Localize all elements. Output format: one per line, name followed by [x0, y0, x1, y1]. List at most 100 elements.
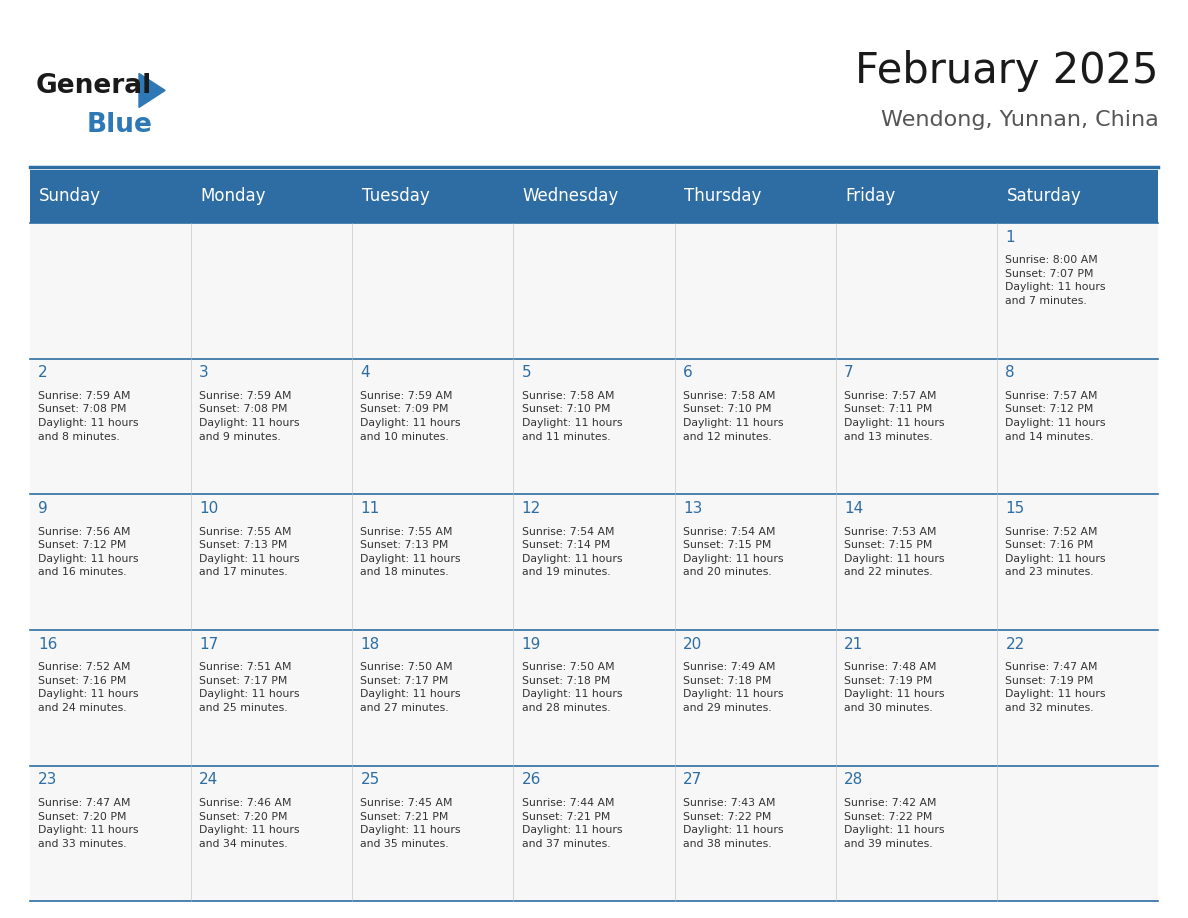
Bar — [191, 223, 352, 359]
Text: Sunrise: 7:52 AM
Sunset: 7:16 PM
Daylight: 11 hours
and 23 minutes.: Sunrise: 7:52 AM Sunset: 7:16 PM Dayligh… — [1005, 527, 1106, 577]
Text: Sunrise: 7:45 AM
Sunset: 7:21 PM
Daylight: 11 hours
and 35 minutes.: Sunrise: 7:45 AM Sunset: 7:21 PM Dayligh… — [360, 798, 461, 849]
Bar — [997, 359, 1158, 495]
Text: 10: 10 — [200, 501, 219, 516]
Bar — [997, 630, 1158, 766]
Text: Sunrise: 7:55 AM
Sunset: 7:13 PM
Daylight: 11 hours
and 17 minutes.: Sunrise: 7:55 AM Sunset: 7:13 PM Dayligh… — [200, 527, 299, 577]
Bar — [513, 766, 675, 901]
Bar — [675, 223, 836, 359]
Text: 8: 8 — [1005, 365, 1015, 380]
Text: 23: 23 — [38, 772, 57, 788]
Text: General: General — [36, 73, 152, 99]
Text: Sunrise: 7:47 AM
Sunset: 7:19 PM
Daylight: 11 hours
and 32 minutes.: Sunrise: 7:47 AM Sunset: 7:19 PM Dayligh… — [1005, 662, 1106, 713]
Text: Sunrise: 7:43 AM
Sunset: 7:22 PM
Daylight: 11 hours
and 38 minutes.: Sunrise: 7:43 AM Sunset: 7:22 PM Dayligh… — [683, 798, 783, 849]
Bar — [191, 495, 352, 630]
Bar — [513, 359, 675, 495]
Text: 6: 6 — [683, 365, 693, 380]
Text: Sunrise: 7:49 AM
Sunset: 7:18 PM
Daylight: 11 hours
and 29 minutes.: Sunrise: 7:49 AM Sunset: 7:18 PM Dayligh… — [683, 662, 783, 713]
Bar — [30, 495, 191, 630]
Text: Sunrise: 7:42 AM
Sunset: 7:22 PM
Daylight: 11 hours
and 39 minutes.: Sunrise: 7:42 AM Sunset: 7:22 PM Dayligh… — [845, 798, 944, 849]
Text: Friday: Friday — [846, 187, 896, 206]
Text: Sunrise: 8:00 AM
Sunset: 7:07 PM
Daylight: 11 hours
and 7 minutes.: Sunrise: 8:00 AM Sunset: 7:07 PM Dayligh… — [1005, 255, 1106, 306]
Text: Sunrise: 7:59 AM
Sunset: 7:08 PM
Daylight: 11 hours
and 9 minutes.: Sunrise: 7:59 AM Sunset: 7:08 PM Dayligh… — [200, 391, 299, 442]
Bar — [997, 223, 1158, 359]
Text: February 2025: February 2025 — [855, 50, 1158, 93]
Bar — [675, 766, 836, 901]
Bar — [675, 359, 836, 495]
Bar — [675, 495, 836, 630]
Text: 15: 15 — [1005, 501, 1024, 516]
Text: 18: 18 — [360, 636, 380, 652]
Text: 12: 12 — [522, 501, 541, 516]
Bar — [191, 630, 352, 766]
Text: Blue: Blue — [87, 112, 152, 138]
Bar — [675, 630, 836, 766]
Text: Sunrise: 7:52 AM
Sunset: 7:16 PM
Daylight: 11 hours
and 24 minutes.: Sunrise: 7:52 AM Sunset: 7:16 PM Dayligh… — [38, 662, 139, 713]
Bar — [513, 223, 675, 359]
Bar — [513, 495, 675, 630]
Bar — [997, 495, 1158, 630]
Text: Sunrise: 7:47 AM
Sunset: 7:20 PM
Daylight: 11 hours
and 33 minutes.: Sunrise: 7:47 AM Sunset: 7:20 PM Dayligh… — [38, 798, 139, 849]
Text: Sunrise: 7:54 AM
Sunset: 7:14 PM
Daylight: 11 hours
and 19 minutes.: Sunrise: 7:54 AM Sunset: 7:14 PM Dayligh… — [522, 527, 623, 577]
Text: Thursday: Thursday — [684, 187, 762, 206]
Text: 19: 19 — [522, 636, 541, 652]
Text: Sunrise: 7:53 AM
Sunset: 7:15 PM
Daylight: 11 hours
and 22 minutes.: Sunrise: 7:53 AM Sunset: 7:15 PM Dayligh… — [845, 527, 944, 577]
Text: Sunrise: 7:56 AM
Sunset: 7:12 PM
Daylight: 11 hours
and 16 minutes.: Sunrise: 7:56 AM Sunset: 7:12 PM Dayligh… — [38, 527, 139, 577]
Text: Sunrise: 7:48 AM
Sunset: 7:19 PM
Daylight: 11 hours
and 30 minutes.: Sunrise: 7:48 AM Sunset: 7:19 PM Dayligh… — [845, 662, 944, 713]
Bar — [352, 766, 513, 901]
Bar — [30, 359, 191, 495]
Text: 20: 20 — [683, 636, 702, 652]
Text: Sunrise: 7:50 AM
Sunset: 7:17 PM
Daylight: 11 hours
and 27 minutes.: Sunrise: 7:50 AM Sunset: 7:17 PM Dayligh… — [360, 662, 461, 713]
Bar — [513, 630, 675, 766]
Bar — [352, 223, 513, 359]
Text: Tuesday: Tuesday — [361, 187, 429, 206]
Bar — [836, 766, 997, 901]
Text: 28: 28 — [845, 772, 864, 788]
Text: Sunrise: 7:44 AM
Sunset: 7:21 PM
Daylight: 11 hours
and 37 minutes.: Sunrise: 7:44 AM Sunset: 7:21 PM Dayligh… — [522, 798, 623, 849]
Text: 22: 22 — [1005, 636, 1024, 652]
Text: Sunrise: 7:58 AM
Sunset: 7:10 PM
Daylight: 11 hours
and 12 minutes.: Sunrise: 7:58 AM Sunset: 7:10 PM Dayligh… — [683, 391, 783, 442]
Bar — [191, 766, 352, 901]
Text: Sunrise: 7:57 AM
Sunset: 7:11 PM
Daylight: 11 hours
and 13 minutes.: Sunrise: 7:57 AM Sunset: 7:11 PM Dayligh… — [845, 391, 944, 442]
Text: 2: 2 — [38, 365, 48, 380]
Text: Sunrise: 7:55 AM
Sunset: 7:13 PM
Daylight: 11 hours
and 18 minutes.: Sunrise: 7:55 AM Sunset: 7:13 PM Dayligh… — [360, 527, 461, 577]
Bar — [836, 495, 997, 630]
Bar — [836, 630, 997, 766]
Text: Sunrise: 7:58 AM
Sunset: 7:10 PM
Daylight: 11 hours
and 11 minutes.: Sunrise: 7:58 AM Sunset: 7:10 PM Dayligh… — [522, 391, 623, 442]
Bar — [836, 223, 997, 359]
Text: 25: 25 — [360, 772, 380, 788]
Bar — [30, 766, 191, 901]
Text: Sunrise: 7:57 AM
Sunset: 7:12 PM
Daylight: 11 hours
and 14 minutes.: Sunrise: 7:57 AM Sunset: 7:12 PM Dayligh… — [1005, 391, 1106, 442]
Bar — [30, 630, 191, 766]
Text: 5: 5 — [522, 365, 531, 380]
Text: 3: 3 — [200, 365, 209, 380]
Text: Sunrise: 7:51 AM
Sunset: 7:17 PM
Daylight: 11 hours
and 25 minutes.: Sunrise: 7:51 AM Sunset: 7:17 PM Dayligh… — [200, 662, 299, 713]
Text: Sunday: Sunday — [39, 187, 101, 206]
Bar — [30, 223, 191, 359]
Bar — [997, 766, 1158, 901]
Text: 9: 9 — [38, 501, 48, 516]
Text: 1: 1 — [1005, 230, 1015, 244]
Bar — [191, 359, 352, 495]
Bar — [352, 630, 513, 766]
Text: Monday: Monday — [201, 187, 266, 206]
Polygon shape — [139, 73, 165, 107]
Text: Sunrise: 7:46 AM
Sunset: 7:20 PM
Daylight: 11 hours
and 34 minutes.: Sunrise: 7:46 AM Sunset: 7:20 PM Dayligh… — [200, 798, 299, 849]
Text: Wendong, Yunnan, China: Wendong, Yunnan, China — [880, 110, 1158, 130]
Text: Sunrise: 7:59 AM
Sunset: 7:08 PM
Daylight: 11 hours
and 8 minutes.: Sunrise: 7:59 AM Sunset: 7:08 PM Dayligh… — [38, 391, 139, 442]
Bar — [30, 170, 1158, 223]
Text: 14: 14 — [845, 501, 864, 516]
Text: 16: 16 — [38, 636, 57, 652]
Text: Wednesday: Wednesday — [523, 187, 619, 206]
Text: 4: 4 — [360, 365, 371, 380]
Text: 17: 17 — [200, 636, 219, 652]
Text: 26: 26 — [522, 772, 541, 788]
Bar — [836, 359, 997, 495]
Text: 24: 24 — [200, 772, 219, 788]
Text: 11: 11 — [360, 501, 380, 516]
Bar — [352, 359, 513, 495]
Text: 7: 7 — [845, 365, 854, 380]
Text: Saturday: Saturday — [1006, 187, 1081, 206]
Bar — [352, 495, 513, 630]
Text: 21: 21 — [845, 636, 864, 652]
Text: Sunrise: 7:50 AM
Sunset: 7:18 PM
Daylight: 11 hours
and 28 minutes.: Sunrise: 7:50 AM Sunset: 7:18 PM Dayligh… — [522, 662, 623, 713]
